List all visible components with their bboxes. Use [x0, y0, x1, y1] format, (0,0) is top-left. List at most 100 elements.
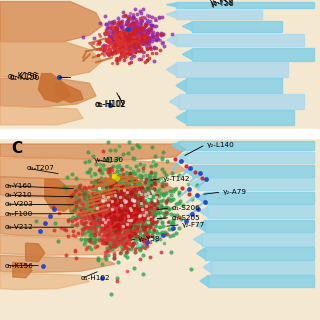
Point	[88, 246, 93, 251]
Point	[84, 244, 89, 250]
Bar	[176, 2, 314, 8]
Point	[147, 189, 152, 194]
Point	[128, 210, 133, 215]
Point	[126, 203, 131, 208]
Point	[119, 211, 124, 216]
Point	[122, 39, 127, 44]
Point	[130, 20, 135, 26]
Point	[113, 229, 118, 234]
Point	[145, 36, 150, 41]
Point	[140, 227, 145, 232]
Point	[137, 206, 142, 212]
Point	[115, 212, 120, 217]
Point	[139, 199, 144, 204]
Point	[126, 196, 132, 201]
Point	[140, 228, 145, 233]
Point	[164, 205, 169, 210]
Point	[122, 234, 127, 239]
Point	[118, 173, 123, 178]
Point	[122, 40, 127, 45]
Point	[132, 198, 137, 204]
Point	[139, 191, 144, 196]
Point	[97, 181, 102, 186]
Point	[113, 179, 118, 184]
Point	[118, 50, 123, 55]
Point	[133, 201, 138, 206]
Point	[92, 194, 97, 199]
Point	[145, 176, 150, 181]
Point	[123, 206, 128, 212]
Point	[97, 201, 102, 206]
Point	[161, 224, 166, 229]
Point	[118, 203, 124, 208]
Point	[88, 194, 93, 199]
Point	[110, 222, 115, 227]
Point	[111, 190, 116, 195]
Point	[120, 241, 125, 246]
Point	[137, 185, 142, 190]
Point	[111, 197, 116, 202]
Point	[107, 182, 112, 187]
Point	[145, 12, 150, 18]
Point	[164, 198, 169, 203]
Point	[102, 210, 108, 215]
Point	[126, 30, 132, 36]
Point	[108, 183, 113, 188]
Point	[152, 215, 157, 220]
Point	[119, 39, 124, 44]
Point	[130, 209, 135, 214]
Point	[104, 29, 109, 34]
Point	[95, 180, 100, 186]
Point	[105, 225, 110, 230]
Point	[129, 210, 134, 215]
Point	[99, 197, 104, 203]
Point	[130, 203, 135, 208]
Point	[101, 213, 106, 218]
Point	[116, 228, 122, 234]
Point	[124, 234, 130, 239]
Point	[128, 47, 133, 52]
Point	[135, 215, 140, 220]
Point	[112, 204, 117, 209]
Point	[125, 23, 131, 28]
Point	[107, 166, 112, 172]
Point	[155, 209, 160, 214]
Text: γ₂-Y58: γ₂-Y58	[210, 0, 233, 7]
Point	[106, 49, 111, 54]
Point	[132, 30, 137, 35]
Point	[106, 220, 111, 226]
Point	[124, 47, 130, 52]
Polygon shape	[13, 262, 32, 278]
Point	[107, 37, 112, 42]
Point	[117, 41, 122, 46]
Point	[128, 216, 133, 221]
Point	[132, 27, 137, 32]
Point	[119, 45, 124, 50]
Point	[115, 235, 120, 240]
Point	[107, 172, 112, 177]
Point	[119, 207, 124, 212]
Point	[147, 195, 152, 200]
Point	[107, 222, 112, 227]
Point	[96, 32, 101, 37]
Point	[127, 21, 132, 27]
Point	[117, 21, 122, 27]
Point	[158, 199, 163, 204]
Point	[133, 208, 139, 213]
Point	[124, 233, 130, 238]
Point	[100, 212, 106, 217]
Text: α₁-T207: α₁-T207	[27, 165, 54, 171]
Point	[149, 22, 155, 28]
Point	[84, 205, 89, 210]
Point	[110, 202, 115, 207]
Point	[110, 27, 115, 32]
Point	[127, 190, 132, 195]
Point	[110, 201, 116, 206]
Point	[112, 184, 117, 189]
Point	[118, 49, 123, 54]
Text: γ₂-Y58: γ₂-Y58	[211, 0, 235, 8]
Text: α₁-V203: α₁-V203	[4, 201, 33, 207]
Point	[105, 210, 110, 215]
Point	[105, 220, 110, 225]
Point	[123, 197, 128, 202]
